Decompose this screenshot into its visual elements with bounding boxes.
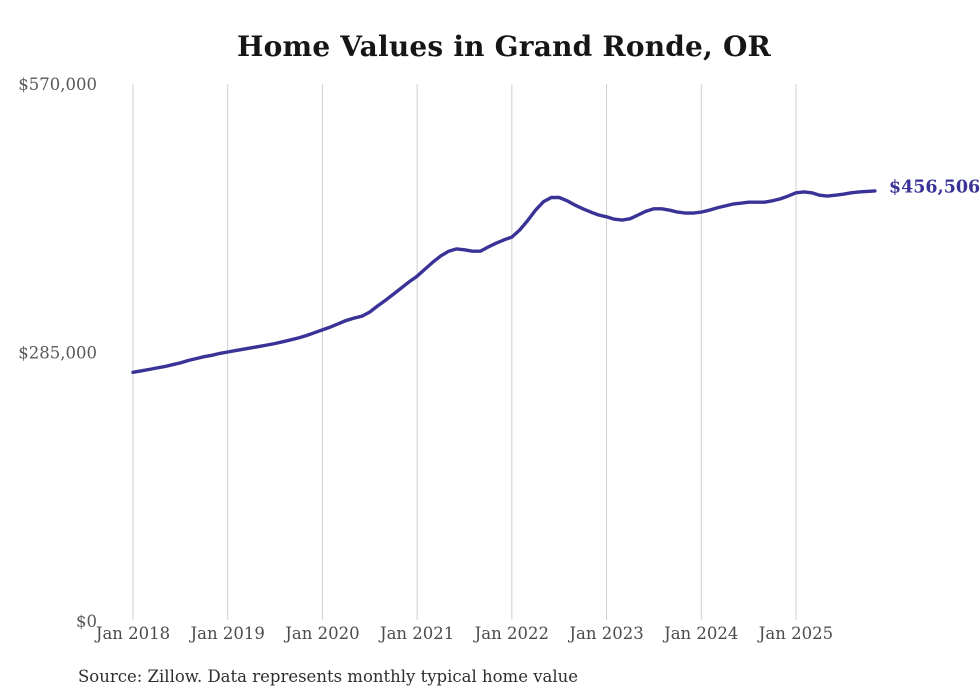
y-axis-tick-label: $570,000 (18, 75, 97, 94)
x-axis-tick-label: Jan 2022 (473, 624, 549, 643)
y-axis-tick-label: $285,000 (18, 344, 97, 363)
y-axis-tick-label: $0 (76, 612, 97, 631)
chart-title: Home Values in Grand Ronde, OR (236, 30, 772, 63)
x-axis-tick-label: Jan 2020 (283, 624, 359, 643)
x-axis-tick-label: Jan 2021 (378, 624, 454, 643)
x-axis-tick-label: Jan 2023 (567, 624, 643, 643)
x-axis-tick-label: Jan 2025 (757, 624, 833, 643)
latest-value-label: $456,506 (889, 177, 980, 197)
x-axis-tick-label: Jan 2018 (94, 624, 170, 643)
source-note: Source: Zillow. Data represents monthly … (78, 667, 579, 686)
home-value-series-line (131, 189, 877, 374)
x-axis-tick-label: Jan 2024 (662, 624, 738, 643)
x-axis-tick-label: Jan 2019 (189, 624, 265, 643)
